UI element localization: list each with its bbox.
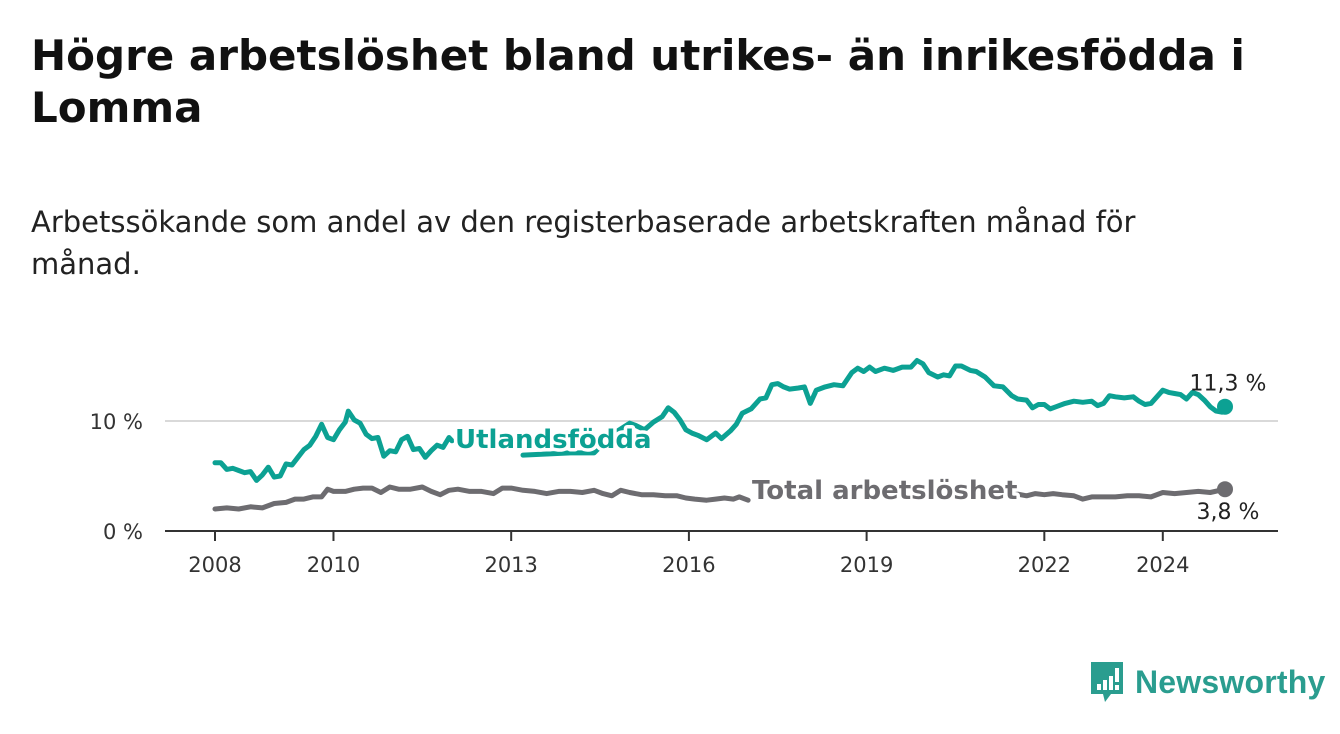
series-line-foreign-born-part-1 <box>212 408 455 483</box>
end-point-total <box>1217 481 1233 498</box>
bar-chart-speech-bubble-icon <box>1091 662 1123 702</box>
x-tick-label: 2013 <box>484 553 537 577</box>
y-tick-label: 10 % <box>90 410 143 434</box>
y-tick-label: 0 % <box>103 520 143 544</box>
brand-name: Newsworthy <box>1135 663 1326 700</box>
end-value-label: 3,8 % <box>1197 500 1260 525</box>
chart-subtitle: Arbetssökande som andel av den registerb… <box>31 205 1136 281</box>
axes: 0 % 10 % 2008 2010 2013 2016 2019 2022 2024 <box>90 410 1278 577</box>
end-point-foreign-born <box>1217 398 1233 415</box>
series-line-foreign-born-part-2 <box>520 358 1228 458</box>
x-tick-label: 2010 <box>307 553 360 577</box>
series-label-total: Total arbetslöshet <box>752 476 1017 506</box>
chart-title: Högre arbetslöshet bland utrikes- än inr… <box>31 31 1245 132</box>
x-tick-label: 2022 <box>1018 553 1071 577</box>
x-tick-label: 2024 <box>1136 553 1189 577</box>
newsworthy-logo: Newsworthy <box>1089 660 1325 704</box>
series-label-foreign-born: Utlandsfödda <box>455 425 652 455</box>
series-line-total-part-1 <box>212 484 751 512</box>
series-labels: 11,3 % 3,8 % Utlandsfödda Total arbetslöshe… <box>452 372 1267 526</box>
x-tick-label: 2019 <box>840 553 893 577</box>
series-line-total-part-2 <box>985 486 1228 502</box>
series-lines <box>212 358 1233 512</box>
x-tick-label: 2016 <box>662 553 715 577</box>
x-tick-label: 2008 <box>188 553 241 577</box>
end-value-label: 11,3 % <box>1190 372 1267 397</box>
